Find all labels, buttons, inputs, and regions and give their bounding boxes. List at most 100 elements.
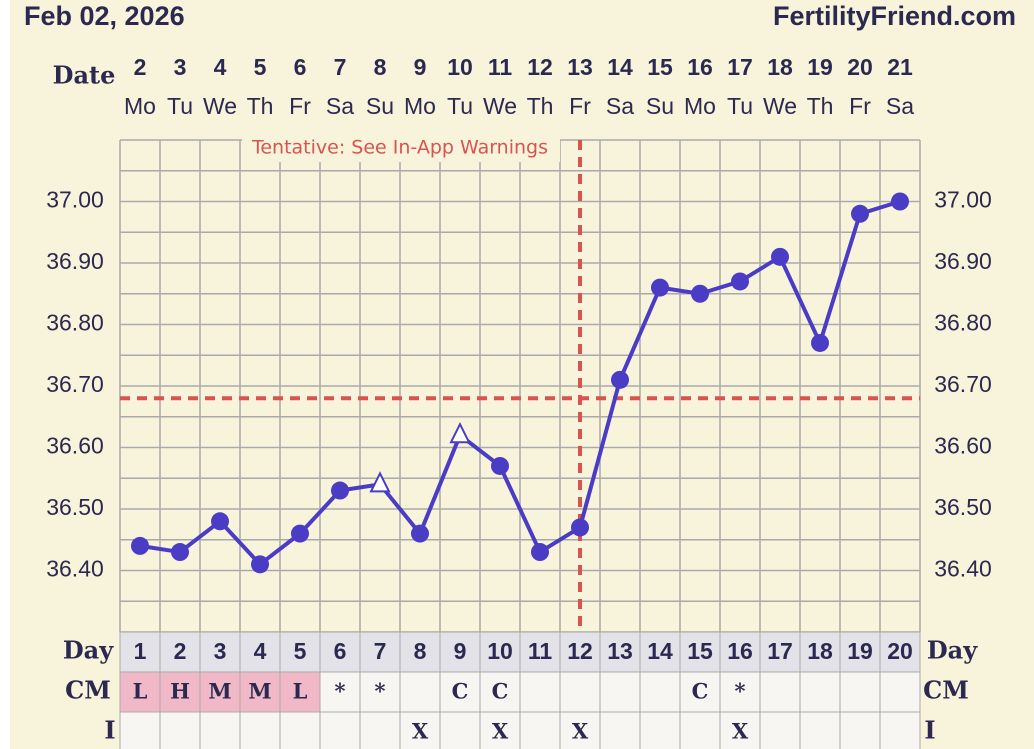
day-label: 6: [334, 638, 347, 664]
day-cell: [279, 631, 321, 673]
cm-cell: [639, 671, 681, 713]
day-cell: [679, 631, 721, 673]
day-label: 15: [687, 638, 713, 664]
day-cell: [359, 631, 401, 673]
i-cell: [159, 711, 201, 749]
y-tick-label: 36.90: [46, 248, 104, 274]
weekday-label: Sa: [886, 93, 914, 119]
day-label: 10: [487, 638, 513, 664]
day-cell: [119, 631, 161, 673]
i-cell: [319, 711, 361, 749]
day-label: 14: [647, 638, 673, 664]
weekday-label: Mo: [404, 93, 436, 119]
date-label: 10: [447, 54, 473, 80]
i-cell: [359, 711, 401, 749]
cm-cell: [439, 671, 481, 713]
temperature-point: [449, 421, 471, 444]
day-label: 12: [567, 638, 593, 664]
y-tick-label: 36.70: [934, 371, 992, 397]
date-label: 18: [767, 54, 793, 80]
day-label: 8: [414, 638, 427, 664]
date-label: 19: [807, 54, 833, 80]
weekday-label: Sa: [326, 93, 354, 119]
weekday-label: Th: [807, 93, 834, 119]
cm-label: H: [170, 679, 190, 704]
weekday-label: Fr: [849, 93, 871, 119]
cm-label: L: [133, 679, 148, 704]
date-label: 17: [727, 54, 753, 80]
temperature-point: [171, 543, 189, 562]
annotation: Tentative: See In-App Warnings: [251, 137, 548, 159]
day-cell: [599, 631, 641, 673]
date-label: 5: [254, 54, 267, 80]
y-tick-label: 37.00: [934, 187, 992, 213]
weekday-label: We: [763, 93, 797, 119]
date-label: 3: [174, 54, 187, 80]
cm-label: C: [692, 679, 709, 704]
y-tick-label: 36.40: [46, 556, 104, 582]
y-tick-label: 36.60: [46, 433, 104, 459]
y-tick-label: 36.40: [934, 556, 992, 582]
day-label: 2: [174, 638, 187, 664]
cm-cell: [599, 671, 641, 713]
weekday-label: Fr: [569, 93, 591, 119]
cm-cell: [679, 671, 721, 713]
temperature-point: [211, 512, 229, 531]
cm-cell: [799, 671, 841, 713]
date-label: 9: [414, 54, 427, 80]
row-label: I: [104, 716, 115, 745]
i-cell: [119, 711, 161, 749]
weekday-label: Mo: [684, 93, 716, 119]
weekday-label: We: [483, 93, 517, 119]
y-tick-label: 36.90: [934, 248, 992, 274]
temperature-point: [691, 284, 709, 303]
day-label: 17: [767, 638, 793, 664]
date-label: 21: [887, 54, 913, 80]
i-cell: [679, 711, 721, 749]
day-label: 11: [528, 638, 553, 664]
i-cell: [399, 711, 441, 749]
cm-label: C: [492, 679, 509, 704]
day-label: 3: [214, 638, 227, 664]
cm-cell: [159, 671, 201, 713]
temperature-point: [651, 278, 669, 297]
day-cell: [879, 631, 921, 673]
weekday-label: Mo: [124, 93, 156, 119]
row-label: I: [924, 716, 935, 745]
row-label: CM: [923, 676, 969, 705]
date-label: 4: [214, 54, 227, 80]
cm-cell: [479, 671, 521, 713]
day-cell: [319, 631, 361, 673]
cm-cell: [399, 671, 441, 713]
day-cell: [239, 631, 281, 673]
temperature-point: [531, 543, 549, 562]
y-tick-label: 36.50: [934, 494, 992, 520]
cm-cell: [879, 671, 921, 713]
temperature-point: [131, 536, 149, 555]
cm-cell: [199, 671, 241, 713]
day-label: 13: [607, 638, 633, 664]
weekday-label: Fr: [289, 93, 311, 119]
day-label: 1: [134, 638, 147, 664]
i-label: X: [492, 719, 509, 744]
day-label: 9: [454, 638, 467, 664]
i-cell: [439, 711, 481, 749]
cm-cell: [839, 671, 881, 713]
row-label: Day: [927, 636, 978, 665]
cm-label: M: [208, 679, 231, 704]
temperature-point: [251, 555, 269, 574]
cm-label: L: [293, 679, 308, 704]
date-label: 6: [294, 54, 307, 80]
i-label: X: [732, 719, 749, 744]
i-cell: [759, 711, 801, 749]
date-label: 13: [567, 54, 593, 80]
day-label: 16: [727, 638, 753, 664]
i-cell: [879, 711, 921, 749]
temperature-point: [731, 272, 749, 291]
row-label: Day: [63, 636, 114, 665]
i-cell: [279, 711, 321, 749]
i-label: X: [572, 719, 589, 744]
cm-label: *: [735, 679, 746, 704]
weekday-label: Th: [247, 93, 274, 119]
date-label: 8: [374, 54, 387, 80]
